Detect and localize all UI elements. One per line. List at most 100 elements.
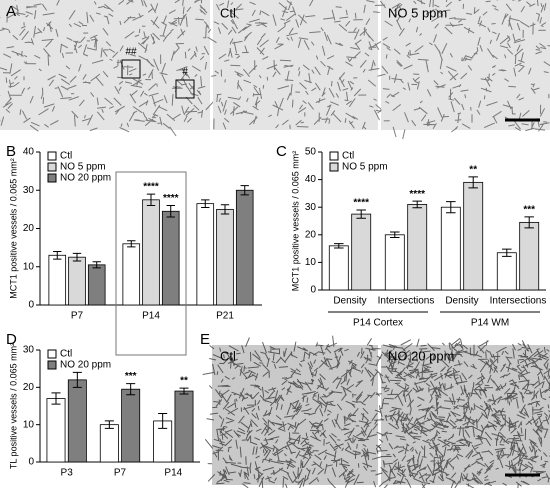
significance: **** — [143, 182, 159, 193]
panel-label: C — [276, 143, 287, 160]
error-bar — [104, 420, 114, 429]
x-tick-label: P7 — [71, 311, 84, 322]
y-tick-label: 50 — [305, 147, 317, 158]
error-bar — [72, 371, 82, 388]
bar — [235, 189, 254, 306]
legend-swatch — [329, 151, 339, 161]
legend-swatch — [329, 162, 339, 172]
significance: *** — [125, 371, 137, 382]
vessels — [207, 0, 385, 130]
image-label: NO 5 ppm — [388, 5, 447, 20]
y-tick-label: 10 — [23, 419, 35, 430]
y-tick-label: 10 — [305, 257, 317, 268]
image-label: NO 20 ppm — [388, 348, 454, 363]
bar — [87, 264, 106, 306]
y-tick-label: 40 — [23, 147, 35, 158]
bar — [68, 256, 86, 306]
y-tick-label: 20 — [23, 223, 35, 234]
image-label: Ctl — [220, 5, 236, 20]
error-bar — [220, 204, 230, 215]
x-tick-label: P14 — [164, 468, 182, 479]
bar — [174, 390, 194, 463]
y-axis-label: MCT1 positive vessels / 0.065 mm² — [8, 158, 18, 299]
bar — [46, 398, 66, 463]
y-tick-label: 30 — [305, 202, 317, 213]
bar — [161, 210, 180, 306]
y-axis-label: TL positive vessels / 0.065 mm² — [8, 343, 18, 469]
bar — [351, 213, 372, 291]
bar — [328, 245, 349, 291]
roi-label: # — [182, 67, 188, 78]
error-bar — [412, 200, 422, 209]
error-bar — [166, 205, 175, 218]
x-tick-label: Density — [445, 296, 478, 307]
vessels — [374, 0, 550, 140]
error-bar — [158, 412, 168, 429]
bar — [384, 234, 405, 291]
panel-label: D — [6, 331, 17, 348]
error-bar — [53, 250, 62, 260]
vessels — [371, 337, 550, 488]
x-tick-label: P7 — [114, 468, 127, 479]
error-bar — [334, 243, 344, 249]
y-tick-label: 30 — [23, 345, 35, 356]
error-bar — [446, 201, 456, 214]
panel-label: E — [200, 331, 210, 348]
error-bar — [92, 261, 101, 269]
bar — [196, 203, 215, 306]
x-tick-label: P3 — [61, 468, 74, 479]
bar — [440, 206, 461, 291]
significance: ** — [469, 164, 477, 175]
legend-swatch — [47, 173, 57, 183]
bar — [99, 424, 119, 463]
bar — [67, 379, 87, 463]
y-tick-label: 40 — [305, 174, 317, 185]
y-tick-label: 20 — [305, 229, 317, 240]
legend-label: Ctl — [60, 349, 72, 360]
error-bar — [146, 193, 156, 207]
bar — [463, 181, 484, 291]
x-tick-label: Intersections — [490, 296, 547, 307]
error-bar — [240, 185, 249, 196]
legend-label: NO 5 ppm — [60, 162, 106, 173]
x-tick-label: Density — [333, 296, 366, 307]
x-tick-label: P21 — [216, 311, 234, 322]
y-tick-label: 20 — [23, 382, 35, 393]
y-tick-label: 0 — [28, 300, 34, 311]
error-bar — [356, 209, 366, 219]
legend-swatch — [47, 162, 57, 172]
bar — [216, 208, 234, 306]
legend-swatch — [47, 360, 57, 370]
error-bar — [179, 387, 189, 395]
legend-label: NO 5 ppm — [342, 162, 388, 173]
error-bar — [72, 252, 82, 262]
group-label: P14 Cortex — [353, 318, 403, 329]
legend-label: Ctl — [342, 151, 354, 162]
panel-label: B — [6, 143, 16, 160]
roi-box — [121, 59, 141, 79]
legend-swatch — [47, 349, 57, 359]
bar — [48, 254, 67, 306]
bar — [142, 199, 160, 306]
bar — [122, 243, 141, 306]
significance: **** — [353, 198, 369, 209]
image-label: Ctl — [220, 348, 236, 363]
vessels — [202, 335, 386, 488]
legend-label: NO 20 ppm — [60, 360, 111, 371]
error-bar — [502, 248, 512, 257]
error-bar — [127, 240, 136, 248]
significance: **** — [409, 189, 425, 200]
error-bar — [126, 383, 136, 396]
roi-box — [175, 79, 195, 99]
significance: ** — [180, 376, 188, 387]
error-bar — [51, 392, 61, 405]
bar — [496, 252, 517, 291]
significance: *** — [523, 205, 535, 216]
error-bar — [524, 216, 534, 229]
legend-swatch — [47, 151, 57, 161]
highlight-box — [115, 171, 187, 356]
y-tick-label: 10 — [23, 261, 35, 272]
x-tick-label: Intersections — [378, 296, 435, 307]
